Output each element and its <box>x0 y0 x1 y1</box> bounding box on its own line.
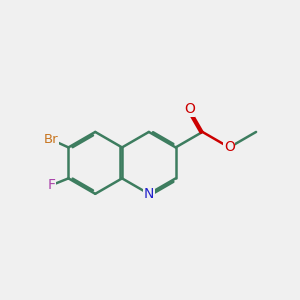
Text: F: F <box>47 178 56 192</box>
Text: N: N <box>144 187 154 201</box>
Text: Br: Br <box>44 133 59 146</box>
Text: O: O <box>184 102 195 116</box>
Text: O: O <box>224 140 235 154</box>
